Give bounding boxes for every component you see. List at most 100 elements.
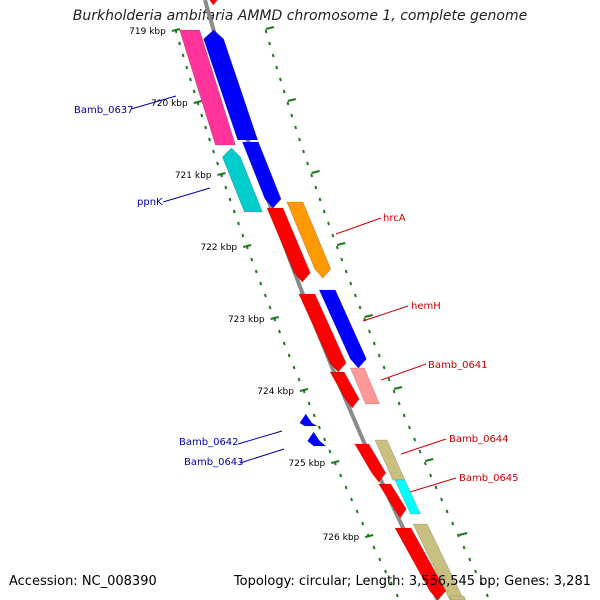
leader-line: [162, 187, 211, 203]
gene-feature[interactable]: [449, 595, 467, 600]
track-dot: [312, 413, 316, 418]
track-dot: [423, 461, 427, 466]
track-dot: [361, 521, 365, 526]
gene-feature-Bamb_0645[interactable]: [394, 479, 421, 515]
track-dot: [212, 149, 215, 154]
gene-label[interactable]: Bamb_0642: [179, 437, 239, 448]
gene-label[interactable]: hemH: [411, 301, 441, 312]
track-dot: [271, 53, 275, 58]
track-dot: [395, 593, 399, 598]
gene-label[interactable]: Bamb_0645: [459, 473, 519, 484]
gene-label[interactable]: Bamb_0637: [74, 105, 134, 116]
track-dot: [297, 377, 301, 382]
accession-label: Accession: NC_008390: [9, 574, 157, 589]
gene-feature[interactable]: [354, 443, 387, 483]
track-dot: [331, 233, 335, 238]
gene-features: [179, 0, 467, 600]
track-dot: [310, 173, 314, 178]
track-dot: [322, 209, 326, 214]
gene-feature[interactable]: [204, 0, 221, 6]
gene-feature-ppnK[interactable]: [222, 147, 263, 213]
tick-mark: [365, 534, 374, 538]
track-dot: [302, 149, 305, 154]
gene-feature-Bamb_0641[interactable]: [349, 367, 380, 405]
outer-tick-track: [264, 29, 489, 598]
track-dot: [402, 413, 406, 418]
gene-feature[interactable]: [378, 483, 407, 519]
track-dot: [429, 473, 433, 478]
track-dot: [298, 137, 302, 142]
gene-feature[interactable]: [394, 527, 447, 600]
gene-feature[interactable]: [266, 207, 311, 283]
gene-feature-Bamb_0643[interactable]: [307, 431, 327, 447]
track-dot: [204, 125, 208, 130]
track-dot: [358, 305, 362, 310]
track-dot: [344, 269, 348, 274]
track-dot: [254, 269, 258, 274]
track-dot: [372, 341, 376, 346]
map-title: Burkholderia ambifaria AMMD chromosome 1…: [72, 8, 528, 24]
gene-feature-Bamb_0637[interactable]: [179, 29, 236, 146]
track-dot: [318, 197, 322, 202]
track-dot: [282, 89, 286, 94]
track-dot: [292, 365, 296, 370]
track-dot: [340, 257, 344, 262]
track-dot: [192, 89, 196, 94]
track-dot: [294, 125, 298, 130]
track-dot: [468, 557, 472, 562]
gene-label[interactable]: Bamb_0644: [449, 434, 509, 445]
track-dot: [314, 185, 318, 190]
track-dot: [241, 233, 245, 238]
track-dot: [259, 281, 263, 286]
track-dot: [335, 245, 339, 250]
track-dot: [307, 401, 311, 406]
track-dot: [378, 557, 382, 562]
tick-label: 725 kbp: [289, 459, 326, 469]
tick-mark-outer: [311, 170, 320, 174]
track-dot: [339, 473, 343, 478]
track-dot: [350, 497, 354, 502]
gene-feature-hrcA[interactable]: [286, 201, 332, 279]
tick-label: 721 kbp: [175, 171, 212, 181]
gene-label[interactable]: hrcA: [383, 213, 406, 224]
track-dot: [268, 305, 272, 310]
track-dot: [232, 209, 236, 214]
gene-label[interactable]: Bamb_0643: [184, 457, 244, 468]
track-dot: [434, 485, 438, 490]
track-dot: [317, 425, 321, 430]
track-dot: [397, 401, 401, 406]
tick-label: 724 kbp: [257, 387, 294, 397]
gene-feature[interactable]: [241, 141, 282, 209]
leader-line: [237, 430, 283, 445]
leader-line: [380, 363, 427, 381]
gene-feature[interactable]: [329, 371, 360, 409]
tick-mark-outer: [265, 26, 275, 30]
track-dot: [275, 65, 279, 70]
tick-mark: [193, 100, 202, 104]
leader-line: [130, 95, 177, 110]
tick-mark-outer: [424, 458, 434, 462]
tick-label: 720 kbp: [151, 99, 188, 109]
gene-feature[interactable]: [203, 29, 259, 141]
track-dot: [224, 185, 228, 190]
tick-mark: [330, 460, 340, 464]
track-dot: [290, 113, 294, 118]
gene-feature[interactable]: [298, 293, 347, 373]
track-dot: [228, 197, 232, 202]
track-dot: [462, 545, 466, 550]
track-dot: [188, 77, 192, 82]
tick-label: 719 kbp: [129, 27, 166, 37]
track-dot: [268, 41, 272, 46]
track-dot: [413, 437, 417, 442]
leader-line: [239, 448, 285, 464]
gene-feature-Bamb_0642[interactable]: [299, 413, 319, 427]
track-dot: [485, 593, 489, 598]
gene-label[interactable]: ppnK: [137, 197, 163, 208]
track-dot: [185, 65, 189, 70]
gene-label[interactable]: Bamb_0641: [428, 360, 488, 371]
track-dot: [372, 545, 376, 550]
gene-feature-hemH[interactable]: [318, 289, 367, 369]
track-dot: [384, 569, 388, 574]
gene-feature[interactable]: [412, 523, 465, 600]
track-dot: [387, 377, 391, 382]
